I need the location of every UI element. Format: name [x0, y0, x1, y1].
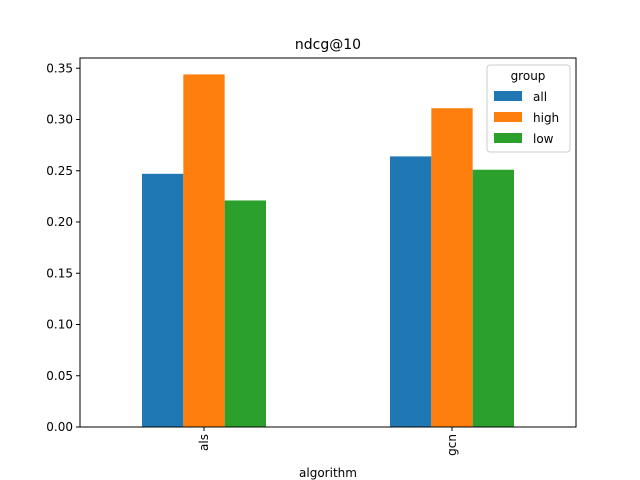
- bar-gcn-high: [431, 108, 473, 427]
- bar-als-low: [224, 200, 266, 427]
- y-tick-label: 0.05: [46, 369, 73, 383]
- y-tick-label: 0.20: [46, 215, 73, 229]
- y-tick-label: 0.00: [46, 420, 73, 434]
- x-tick-label-gcn: gcn: [445, 434, 459, 456]
- x-axis: als gcn: [197, 427, 459, 456]
- x-axis-label: algorithm: [299, 466, 357, 480]
- legend: group all high low: [486, 64, 571, 153]
- y-tick-label: 0.30: [46, 113, 73, 127]
- y-tick-label: 0.10: [46, 318, 73, 332]
- y-tick-label: 0.25: [46, 164, 73, 178]
- x-tick-label-als: als: [197, 434, 211, 451]
- plot-frame: [79, 57, 577, 428]
- y-tick-label: 0.15: [46, 266, 73, 280]
- legend-label-all: all: [533, 90, 547, 104]
- legend-items: all high low: [494, 90, 559, 146]
- legend-swatch-high: [494, 112, 522, 122]
- legend-swatch-all: [494, 91, 522, 101]
- y-tick-label: 0.35: [46, 61, 73, 75]
- y-axis: 0.00 0.05 0.10 0.15 0.20 0.25 0.30 0.35: [46, 61, 80, 434]
- legend-box: [486, 64, 571, 153]
- bar-als-high: [183, 74, 225, 428]
- bar-gcn-all: [390, 156, 432, 427]
- legend-swatch-low: [494, 133, 522, 143]
- bar-als-all: [142, 173, 184, 427]
- legend-label-high: high: [533, 111, 559, 125]
- chart-title: ndcg@10: [295, 37, 361, 53]
- bar-gcn-low: [472, 169, 514, 427]
- bars-group: [142, 74, 514, 428]
- legend-label-low: low: [533, 132, 554, 146]
- legend-title: group: [511, 69, 546, 83]
